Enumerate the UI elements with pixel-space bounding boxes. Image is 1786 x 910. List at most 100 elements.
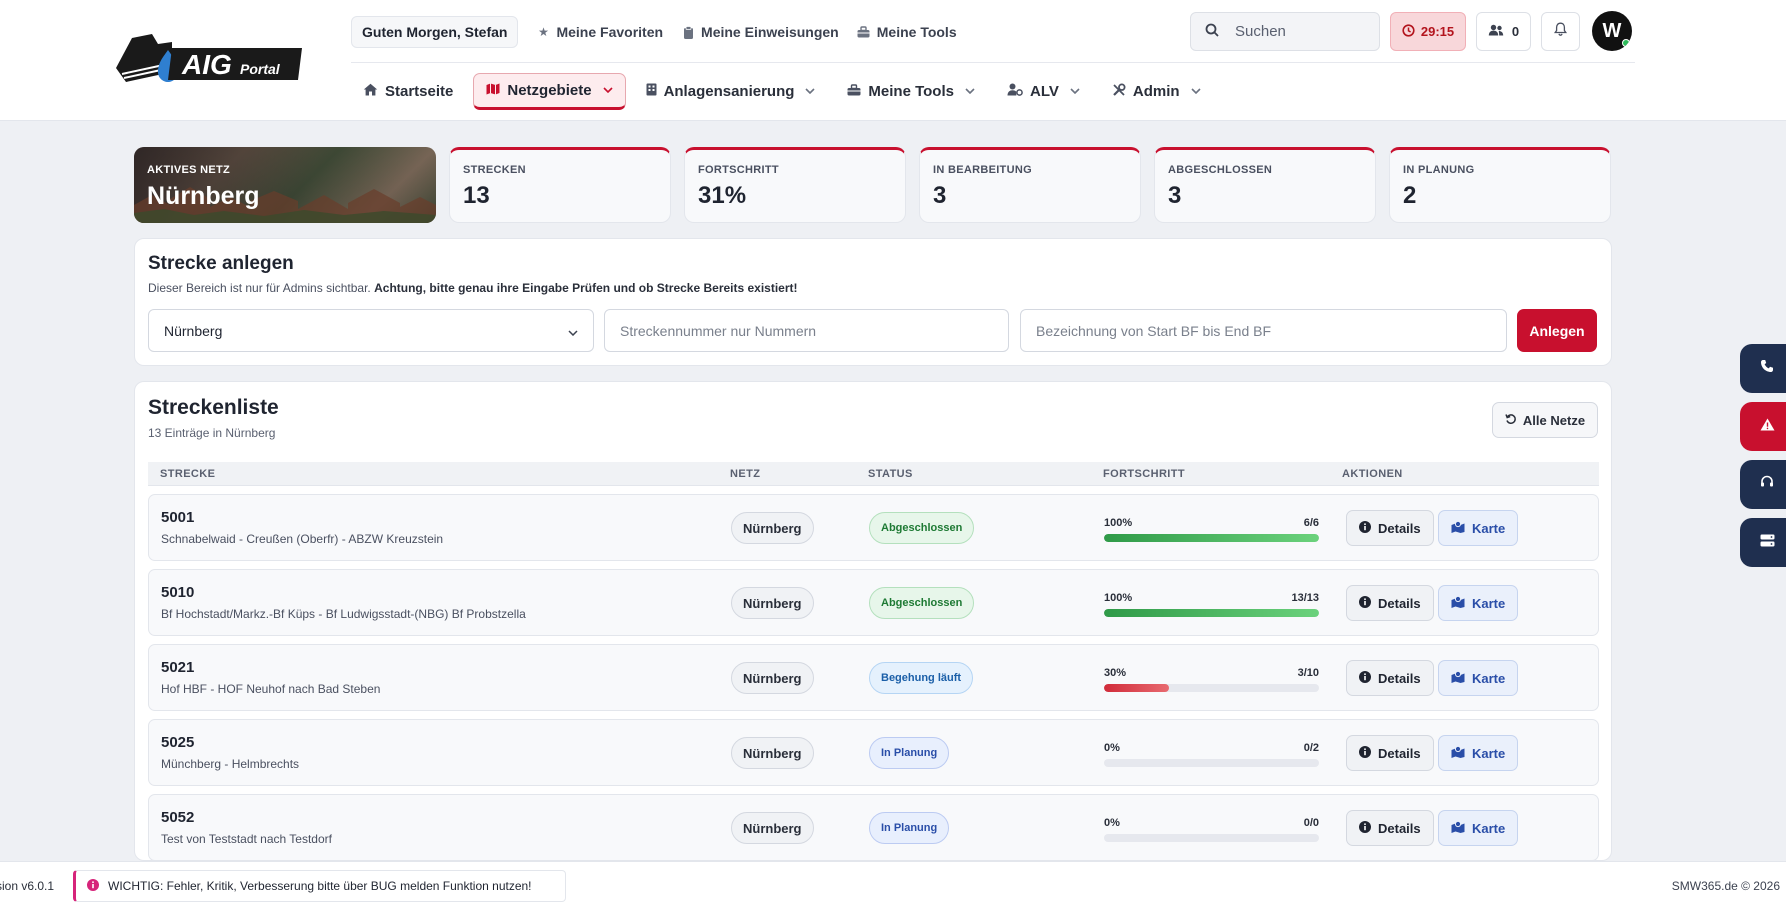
create-route-hint: Dieser Bereich ist nur für Admins sichtb… (148, 281, 798, 295)
clock-icon (1402, 23, 1415, 40)
table-row[interactable]: 5025 Münchberg - Helmbrechts Nürnberg In Pl… (148, 719, 1599, 786)
toolbox-icon (847, 83, 861, 99)
online-users-button[interactable]: 0 (1476, 12, 1531, 51)
nav-startseite[interactable]: Startseite (351, 75, 465, 108)
nav-alv[interactable]: ALV (995, 75, 1092, 108)
route-name-input[interactable]: Bezeichnung von Start BF bis End BF (1020, 309, 1507, 352)
my-tools-link[interactable]: Meine Tools (857, 24, 957, 40)
route-number: 5025 (161, 734, 195, 751)
progress-bar (1104, 684, 1319, 692)
progress-count: 13/13 (1291, 592, 1319, 604)
details-button[interactable]: Details (1346, 810, 1434, 846)
top-links: Guten Morgen, Stefan ★ Meine Favoriten M… (351, 16, 957, 48)
progress-bar (1104, 534, 1319, 542)
progress-bar (1104, 609, 1319, 617)
route-number: 5052 (161, 809, 195, 826)
notifications-button[interactable] (1541, 12, 1580, 51)
table-row[interactable]: 5052 Test von Teststadt nach Testdorf Nürn… (148, 794, 1599, 860)
nav-meine-tools[interactable]: Meine Tools (835, 75, 987, 108)
instructions-link[interactable]: Meine Einweisungen (681, 24, 839, 40)
progress-bar-fill (1104, 609, 1319, 617)
create-route-button[interactable]: Anlegen (1517, 309, 1597, 352)
progress-bar (1104, 759, 1319, 767)
column-header: FORTSCHRITT (1103, 468, 1186, 480)
details-button[interactable]: Details (1346, 660, 1434, 696)
network-badge: Nürnberg (731, 512, 814, 544)
route-number-input[interactable]: Streckennummer nur Nummern (604, 309, 1009, 352)
details-button[interactable]: Details (1346, 510, 1434, 546)
status-badge: Begehung läuft (869, 662, 974, 694)
report-bug-button[interactable] (1740, 402, 1786, 451)
nav-anlagensanierung[interactable]: Anlagensanierung (634, 75, 828, 108)
map-pin-icon (1451, 745, 1465, 761)
nav-netzgebiete[interactable]: Netzgebiete (473, 72, 626, 110)
status-badge: Abgeschlossen (869, 587, 975, 619)
column-header: STATUS (868, 468, 913, 480)
nav-admin[interactable]: Admin (1100, 75, 1213, 108)
network-badge: Nürnberg (731, 587, 814, 619)
map-icon (486, 83, 500, 98)
bell-icon (1553, 22, 1568, 41)
version-label: rsion v6.0.1 (0, 879, 55, 893)
search-field[interactable]: Suchen (1190, 12, 1380, 51)
server-status-button[interactable] (1740, 518, 1786, 567)
progress-bar-fill (1104, 534, 1319, 542)
table-row[interactable]: 5021 Hof HBF - HOF Neuhof nach Bad Steben… (148, 644, 1599, 711)
chevron-down-icon (602, 85, 613, 96)
route-name: Münchberg - Helmbrechts (161, 757, 300, 771)
progress-percent: 100% (1104, 517, 1133, 529)
progress-percent: 0% (1104, 742, 1120, 754)
progress-percent: 30% (1104, 667, 1127, 679)
header-divider (351, 62, 1635, 63)
map-button[interactable]: Karte (1438, 510, 1519, 546)
chevron-down-icon (1070, 86, 1080, 97)
details-button[interactable]: Details (1346, 585, 1434, 621)
session-timer[interactable]: 29:15 (1390, 12, 1466, 51)
call-button[interactable] (1740, 344, 1786, 393)
progress-bar-fill (1104, 684, 1169, 692)
chevron-down-icon (568, 323, 578, 339)
route-name: Hof HBF - HOF Neuhof nach Bad Steben (161, 682, 381, 696)
aig-portal-logo[interactable]: AIG Portal (112, 28, 304, 86)
clipboard-icon (681, 25, 695, 39)
page-footer: rsion v6.0.1 WICHTIG: Fehler, Kritik, Ve… (0, 861, 1786, 910)
map-pin-icon (1451, 820, 1465, 836)
search-placeholder: Suchen (1235, 23, 1286, 40)
greeting-badge: Guten Morgen, Stefan (351, 16, 519, 48)
chevron-down-icon (1190, 86, 1201, 97)
all-networks-button[interactable]: Alle Netze (1492, 402, 1598, 438)
svg-text:AIG: AIG (181, 49, 232, 80)
table-row[interactable]: 5010 Bf Hochstadt/Markz.-Bf Küps - Bf Lud… (148, 569, 1599, 636)
map-button[interactable]: Karte (1438, 585, 1519, 621)
table-row[interactable]: 5001 Schnabelwaid - Creußen (Oberfr) - AB… (148, 494, 1599, 561)
toolbox-icon (857, 25, 871, 39)
favorites-link[interactable]: ★ Meine Favoriten (538, 24, 664, 40)
progress-count: 3/10 (1297, 667, 1319, 679)
stat-abgeschlossen: ABGESCHLOSSEN 3 (1154, 147, 1376, 223)
map-button[interactable]: Karte (1438, 735, 1519, 771)
column-header: NETZ (730, 468, 761, 480)
user-avatar[interactable]: W (1592, 11, 1632, 51)
active-network-card: AKTIVES NETZ Nürnberg (134, 147, 436, 223)
route-number: 5001 (161, 509, 195, 526)
support-button[interactable] (1740, 460, 1786, 509)
progress-percent: 0% (1104, 817, 1120, 829)
stat-in-planung: IN PLANUNG 2 (1389, 147, 1611, 223)
tools-icon (1112, 82, 1126, 100)
network-select[interactable]: Nürnberg (148, 309, 594, 352)
map-button[interactable]: Karte (1438, 810, 1519, 846)
chevron-down-icon (805, 86, 815, 97)
map-button[interactable]: Karte (1438, 660, 1519, 696)
info-icon (1359, 595, 1371, 611)
headset-icon (1760, 475, 1774, 494)
svg-text:Portal: Portal (240, 61, 281, 77)
warning-icon (1760, 418, 1775, 436)
building-icon (646, 83, 657, 99)
route-list-card: Streckenliste 13 Einträge in Nürnberg Al… (134, 381, 1612, 861)
search-icon (1205, 23, 1219, 41)
network-badge: Nürnberg (731, 812, 814, 844)
details-button[interactable]: Details (1346, 735, 1434, 771)
main-navigation: Startseite Netzgebiete Anlagensanierung (351, 72, 1213, 110)
progress-count: 6/6 (1303, 517, 1319, 529)
city-roofs-image (134, 187, 436, 223)
